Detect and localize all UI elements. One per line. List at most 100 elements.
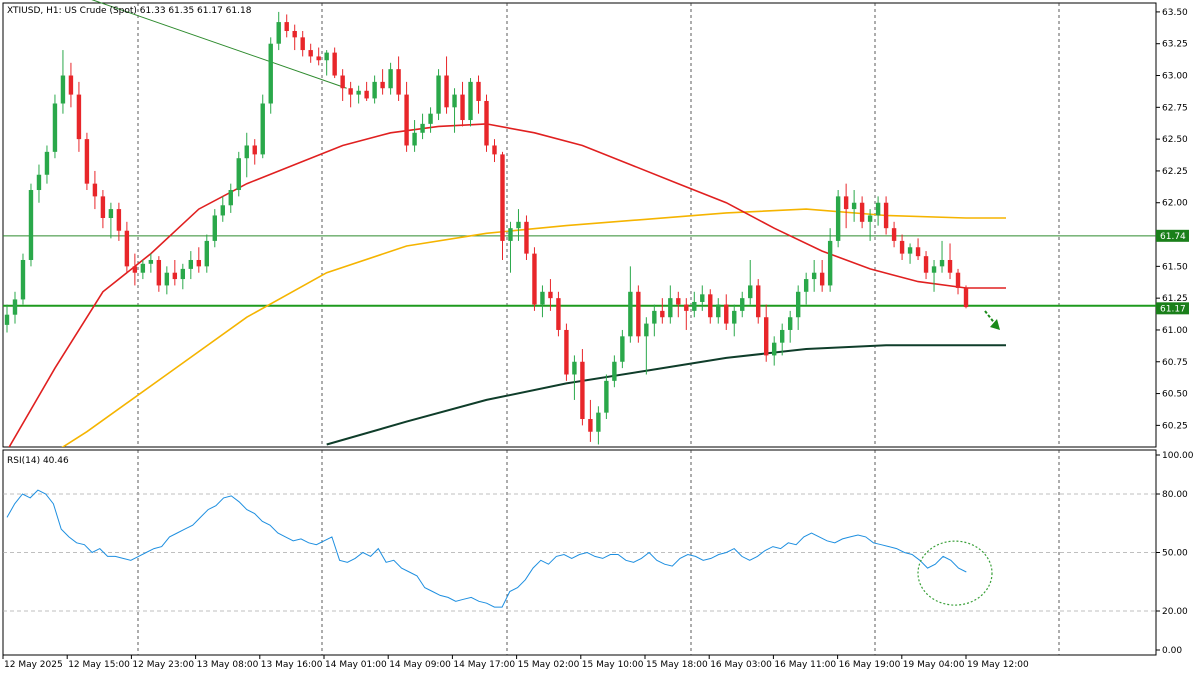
candle-bull[interactable] — [732, 310, 737, 324]
candle-bear[interactable] — [843, 196, 849, 210]
candle-bear[interactable] — [132, 266, 138, 273]
candle-bear[interactable] — [524, 221, 529, 254]
candle-bull[interactable] — [44, 151, 50, 175]
candle-bear[interactable] — [460, 94, 465, 121]
candle-bear[interactable] — [532, 253, 537, 305]
candle-bear[interactable] — [196, 259, 202, 267]
candle-bull[interactable] — [60, 75, 66, 104]
candle-bull[interactable] — [875, 202, 881, 216]
candle-bull[interactable] — [516, 221, 521, 229]
candle-bear[interactable] — [923, 256, 929, 273]
candle-bear[interactable] — [588, 419, 593, 432]
candle-bull[interactable] — [827, 240, 833, 286]
candle-bull[interactable] — [4, 314, 10, 325]
candle-bull[interactable] — [604, 380, 609, 413]
candle-bear[interactable] — [548, 291, 553, 299]
candle-bear[interactable] — [883, 202, 889, 229]
candle-bear[interactable] — [76, 94, 82, 140]
candle-bull[interactable] — [140, 263, 146, 273]
candle-bull[interactable] — [652, 310, 657, 324]
candle-bull[interactable] — [644, 323, 649, 337]
candle-bear[interactable] — [660, 310, 665, 318]
candle-bear[interactable] — [859, 202, 865, 222]
candle-bull[interactable] — [276, 22, 281, 44]
candle-bull[interactable] — [620, 336, 625, 362]
candle-bull[interactable] — [811, 272, 817, 280]
candle-bear[interactable] — [84, 139, 90, 184]
candle-bull[interactable] — [236, 158, 241, 191]
candle-bull[interactable] — [772, 342, 777, 356]
candle-bear[interactable] — [676, 298, 681, 305]
candle-bear[interactable] — [116, 209, 122, 231]
candle-bull[interactable] — [931, 266, 937, 273]
candle-bull[interactable] — [20, 259, 26, 300]
candle-bull[interactable] — [148, 259, 154, 264]
candle-bull[interactable] — [748, 285, 753, 299]
candle-bull[interactable] — [388, 69, 393, 89]
candle-bull[interactable] — [787, 317, 793, 330]
candle-bull[interactable] — [372, 81, 377, 99]
candle-bull[interactable] — [428, 113, 433, 124]
candle-bear[interactable] — [100, 196, 106, 219]
candle-bear[interactable] — [724, 304, 729, 324]
candle-bear[interactable] — [636, 291, 641, 337]
candle-bear[interactable] — [340, 75, 345, 89]
candle-bear[interactable] — [899, 240, 905, 254]
candle-bull[interactable] — [452, 94, 457, 108]
candle-bear[interactable] — [764, 317, 769, 356]
candle-bull[interactable] — [939, 259, 945, 267]
candle-bear[interactable] — [396, 69, 401, 95]
candle-bull[interactable] — [835, 196, 841, 241]
candle-bear[interactable] — [556, 298, 561, 330]
candle-bull[interactable] — [108, 209, 114, 219]
candle-bear[interactable] — [92, 183, 98, 197]
candle-bull[interactable] — [851, 202, 857, 210]
candle-bear[interactable] — [891, 228, 897, 241]
candle-bear[interactable] — [124, 230, 130, 267]
candle-bull[interactable] — [12, 299, 18, 315]
candle-bear[interactable] — [500, 154, 505, 241]
candle-bull[interactable] — [596, 412, 601, 432]
candle-bear[interactable] — [316, 56, 321, 61]
candle-bear[interactable] — [484, 100, 489, 146]
candle-bear[interactable] — [172, 272, 178, 280]
candle-bear[interactable] — [308, 50, 313, 57]
candle-bear[interactable] — [156, 259, 162, 286]
candle-bull[interactable] — [220, 205, 225, 216]
candle-bull[interactable] — [867, 215, 873, 222]
candle-bull[interactable] — [795, 291, 801, 318]
candle-bull[interactable] — [228, 190, 233, 206]
candle-bear[interactable] — [819, 272, 825, 286]
candle-bull[interactable] — [204, 240, 209, 267]
candle-bull[interactable] — [508, 228, 513, 241]
candle-bull[interactable] — [668, 298, 673, 318]
candle-bull[interactable] — [324, 52, 329, 61]
candle-bull[interactable] — [692, 301, 697, 311]
candle-bear[interactable] — [564, 329, 569, 375]
candle-bear[interactable] — [580, 361, 585, 420]
candle-bull[interactable] — [244, 145, 249, 159]
candle-bear[interactable] — [476, 81, 481, 101]
candle-bull[interactable] — [420, 123, 425, 133]
candle-bear[interactable] — [252, 145, 257, 155]
candle-bull[interactable] — [803, 279, 809, 292]
candle-bull[interactable] — [188, 259, 194, 269]
candle-bear[interactable] — [348, 88, 353, 95]
candle-bull[interactable] — [700, 294, 705, 302]
candle-bear[interactable] — [492, 145, 497, 155]
candle-bull[interactable] — [268, 43, 273, 104]
candle-bull[interactable] — [356, 90, 361, 95]
candle-bull[interactable] — [628, 291, 633, 337]
candle-bear[interactable] — [444, 75, 449, 108]
candle-bull[interactable] — [260, 103, 265, 155]
candle-bear[interactable] — [915, 247, 921, 257]
candle-bear[interactable] — [955, 272, 961, 288]
candle-bear[interactable] — [684, 304, 689, 311]
candle-bull[interactable] — [412, 132, 417, 146]
candle-bear[interactable] — [332, 52, 337, 76]
candle-bull[interactable] — [740, 298, 745, 311]
candle-bull[interactable] — [212, 215, 217, 241]
candle-bear[interactable] — [292, 30, 297, 38]
candle-bear[interactable] — [284, 22, 289, 31]
